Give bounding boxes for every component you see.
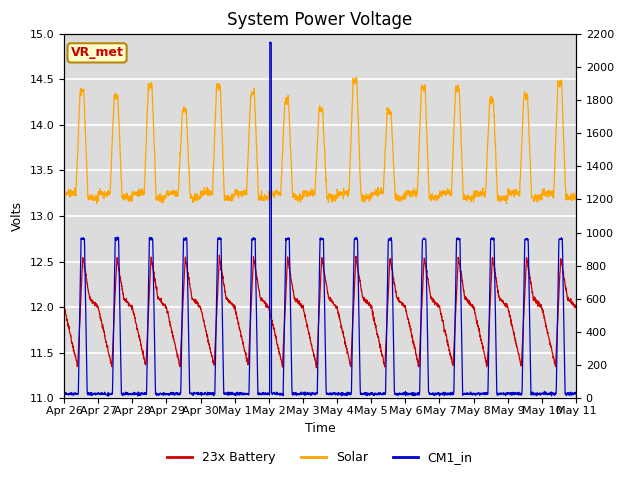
X-axis label: Time: Time bbox=[305, 421, 335, 434]
Text: VR_met: VR_met bbox=[70, 47, 124, 60]
Legend: 23x Battery, Solar, CM1_in: 23x Battery, Solar, CM1_in bbox=[163, 446, 477, 469]
Y-axis label: Volts: Volts bbox=[11, 201, 24, 231]
Title: System Power Voltage: System Power Voltage bbox=[227, 11, 413, 29]
